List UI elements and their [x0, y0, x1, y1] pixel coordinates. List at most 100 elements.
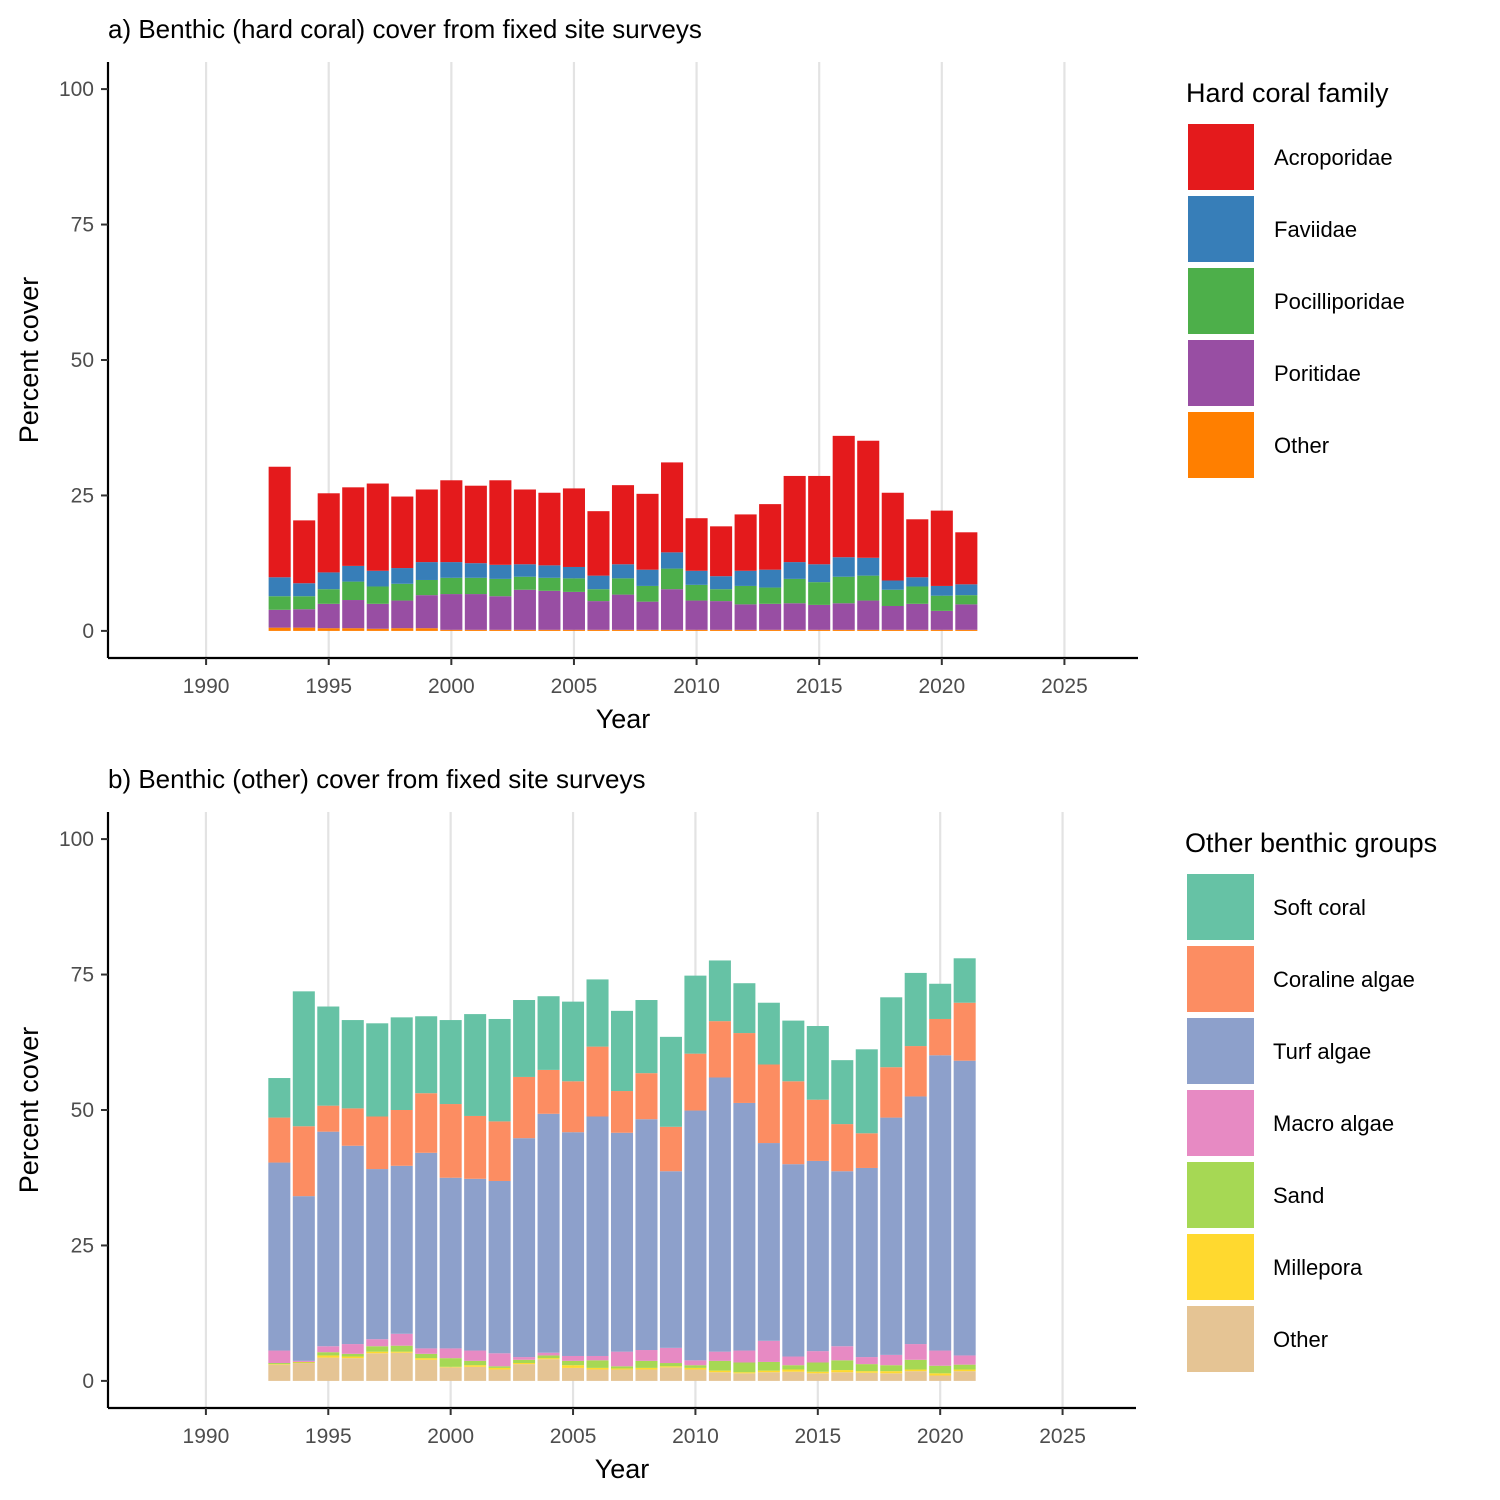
bar-segment-macro-algae — [562, 1355, 585, 1361]
bar-segment-poritidae — [538, 590, 561, 630]
bar-segment-acroporidae — [513, 489, 536, 565]
legend-label: Sand — [1273, 1183, 1324, 1208]
bar-segment-soft-coral — [537, 996, 560, 1070]
bar-segment-other — [513, 629, 536, 631]
bar-segment-other — [488, 1369, 511, 1381]
bar-segment-coraline-algae — [415, 1093, 438, 1153]
bar-segment-other — [562, 629, 585, 631]
bar-segment-faviidae — [783, 562, 806, 579]
bar-segment-acroporidae — [440, 480, 463, 563]
bar-segment-other — [586, 1369, 609, 1381]
bar-segment-soft-coral — [341, 1020, 364, 1109]
bar-segment-turf-algae — [880, 1117, 903, 1355]
x-tick-label: 2000 — [428, 675, 475, 698]
bar-segment-millepora — [317, 1355, 340, 1358]
bar-segment-sand — [953, 1364, 976, 1370]
bar-segment-soft-coral — [390, 1017, 413, 1110]
bar-segment-other — [513, 1364, 536, 1381]
bar-segment-millepora — [953, 1369, 976, 1372]
bar-segment-other — [904, 1371, 927, 1381]
bar-segment-other — [832, 629, 855, 631]
bar-segment-soft-coral — [708, 960, 731, 1022]
bar-segment-sand — [733, 1362, 756, 1373]
bar-segment-turf-algae — [929, 1055, 952, 1351]
bar-segment-other — [415, 1359, 438, 1381]
bar-segment-sand — [415, 1353, 438, 1359]
bar-segment-millepora — [292, 1362, 315, 1364]
bar-segment-sand — [831, 1360, 854, 1371]
bar-segment-other — [782, 1371, 805, 1381]
bar-segment-macro-algae — [366, 1339, 389, 1347]
bar-segment-sand — [929, 1365, 952, 1374]
bar-segment-faviidae — [832, 557, 855, 577]
bar-segment-turf-algae — [537, 1113, 560, 1353]
bar-segment-pocilliporidae — [930, 595, 953, 611]
x-tick-label: 2015 — [794, 1425, 841, 1448]
bar-segment-coraline-algae — [488, 1121, 511, 1181]
bar-segment-millepora — [488, 1367, 511, 1370]
bar-segment-macro-algae — [439, 1348, 462, 1359]
legend-key-coraline-algae — [1187, 946, 1254, 1012]
bar-segment-faviidae — [808, 564, 831, 583]
bar-segment-macro-algae — [782, 1356, 805, 1366]
x-tick-label: 1995 — [305, 1425, 352, 1448]
legend-key-sand — [1187, 1162, 1254, 1228]
bar-segment-acroporidae — [734, 514, 757, 571]
bar-segment-other — [685, 629, 708, 631]
legend-label: Coraline algae — [1273, 967, 1415, 992]
bar-segment-acroporidae — [611, 485, 635, 565]
bar-segment-other — [955, 629, 978, 631]
bar-segment-soft-coral — [757, 1002, 780, 1065]
bar-segment-millepora — [855, 1371, 878, 1373]
bar-segment-poritidae — [710, 601, 733, 630]
bar-segment-coraline-algae — [537, 1069, 560, 1114]
bar-segment-faviidae — [538, 565, 561, 578]
legend-title: Other benthic groups — [1185, 828, 1437, 858]
bar-segment-pocilliporidae — [636, 585, 659, 602]
bar-segment-sand — [586, 1360, 609, 1368]
bar-segment-acroporidae — [268, 466, 291, 578]
bar-segment-sand — [268, 1363, 291, 1365]
legend-key-acroporidae — [1188, 124, 1254, 190]
bar-segment-other — [366, 628, 389, 631]
bar-segment-other — [390, 1352, 413, 1381]
bar-segment-sand — [464, 1360, 487, 1366]
bar-segment-poritidae — [955, 604, 978, 630]
bar-segment-pocilliporidae — [611, 578, 635, 595]
bar-segment-coraline-algae — [904, 1046, 927, 1097]
bar-segment-faviidae — [611, 564, 635, 579]
bar-segment-pocilliporidae — [342, 581, 365, 601]
bar-segment-pocilliporidae — [661, 568, 684, 590]
bar-segment-macro-algae — [610, 1351, 634, 1367]
bar-segment-turf-algae — [610, 1132, 634, 1352]
y-tick-label: 0 — [82, 620, 94, 643]
bar-segment-soft-coral — [513, 1000, 536, 1077]
legend: Other benthic groups Soft coral Coraline a… — [1185, 828, 1437, 1372]
y-tick-label: 100 — [59, 828, 94, 851]
bar-segment-pocilliporidae — [759, 587, 782, 604]
bar-segment-macro-algae — [390, 1333, 413, 1346]
bar-segment-coraline-algae — [708, 1021, 731, 1078]
bar-segment-acroporidae — [415, 489, 438, 563]
bar-segment-millepora — [610, 1368, 634, 1370]
bar-segment-sand — [855, 1364, 878, 1372]
bar-segment-soft-coral — [439, 1020, 462, 1105]
bar-segment-pocilliporidae — [489, 578, 512, 597]
bar-segment-other — [317, 628, 340, 631]
bar-segment-faviidae — [268, 577, 291, 597]
bar-segment-other — [611, 629, 635, 631]
bar-segment-acroporidae — [587, 511, 610, 576]
bar-segment-pocilliporidae — [587, 589, 610, 602]
bar-segment-millepora — [439, 1366, 462, 1368]
bar-segment-pocilliporidae — [857, 575, 880, 601]
bar-segment-other — [929, 1375, 952, 1381]
bar-segment-macro-algae — [317, 1346, 340, 1353]
bar-segment-other — [268, 1364, 291, 1381]
bar-segment-sand — [684, 1365, 707, 1368]
bar-segment-other — [610, 1369, 634, 1381]
bar-segment-soft-coral — [831, 1060, 854, 1125]
bar-segment-millepora — [904, 1369, 927, 1372]
bar-segment-pocilliporidae — [415, 579, 438, 596]
bar-segment-poritidae — [857, 600, 880, 630]
